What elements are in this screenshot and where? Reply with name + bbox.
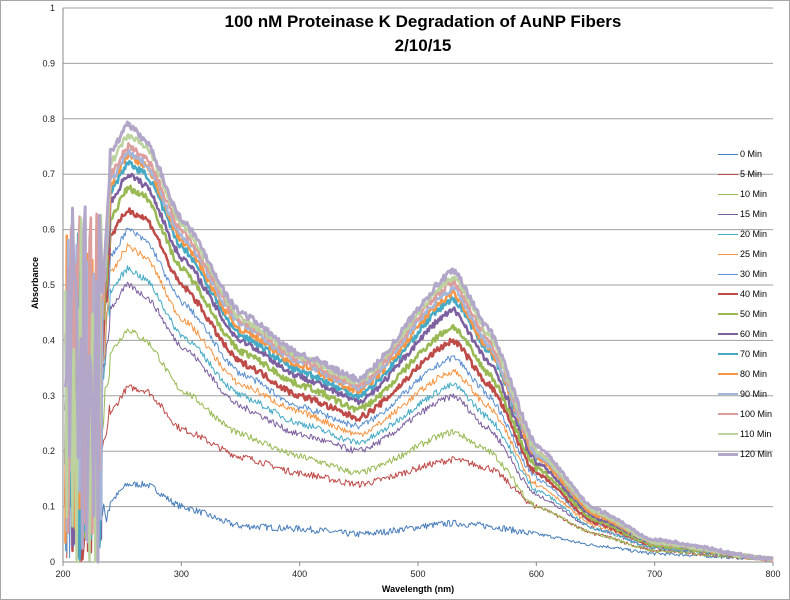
legend-item: 0 Min [718, 144, 772, 164]
y-tick-label: 0.2 [42, 446, 55, 456]
legend-label: 15 Min [740, 209, 768, 219]
legend-swatch [718, 173, 738, 175]
series-line-5-min [64, 353, 773, 563]
legend-swatch [718, 253, 738, 255]
x-tick-label: 400 [292, 569, 307, 579]
y-tick-label: 1 [50, 3, 55, 13]
series-line-120-min [63, 120, 774, 564]
y-tick-label: 0.3 [42, 391, 55, 401]
legend-item: 15 Min [718, 204, 772, 224]
legend-item: 20 Min [718, 224, 772, 244]
legend-swatch [718, 293, 738, 295]
legend-item: 90 Min [718, 384, 772, 404]
legend-swatch [718, 153, 738, 155]
x-tick-label: 300 [174, 569, 189, 579]
legend-label: 0 Min [740, 149, 763, 159]
legend-swatch [718, 353, 738, 355]
series-line-10-min [64, 328, 773, 563]
legend-item: 80 Min [718, 364, 772, 384]
y-tick-label: 0.1 [42, 502, 55, 512]
legend-item: 100 Min [718, 404, 772, 424]
y-axis-label: Absorbance [30, 257, 40, 310]
legend-label: 90 Min [740, 389, 768, 399]
legend-label: 60 Min [740, 329, 768, 339]
y-tick-label: 0.5 [42, 280, 55, 290]
chart-subtitle: 2/10/15 [394, 36, 452, 55]
legend-item: 40 Min [718, 284, 772, 304]
legend-swatch [718, 193, 738, 195]
y-tick-label: 0.6 [42, 225, 55, 235]
legend-swatch [718, 452, 738, 456]
x-tick-label: 500 [410, 569, 425, 579]
legend-item: 120 Min [718, 444, 772, 464]
legend-label: 100 Min [740, 409, 773, 419]
y-tick-label: 0.4 [42, 335, 55, 345]
legend-label: 40 Min [740, 289, 768, 299]
legend-swatch [718, 213, 738, 215]
legend-item: 50 Min [718, 304, 772, 324]
legend-label: 80 Min [740, 369, 768, 379]
legend-swatch [718, 273, 738, 275]
legend-swatch [718, 333, 738, 335]
series-line-30-min [64, 227, 774, 563]
legend-item: 60 Min [718, 324, 772, 344]
legend-label: 20 Min [740, 229, 768, 239]
x-tick-label: 600 [529, 569, 544, 579]
x-tick-label: 700 [647, 569, 662, 579]
legend-item: 110 Min [718, 424, 772, 444]
x-tick-label: 200 [55, 569, 70, 579]
chart-title: 100 nM Proteinase K Degradation of AuNP … [224, 12, 622, 31]
legend-label: 120 Min [740, 449, 773, 459]
legend-label: 50 Min [740, 309, 768, 319]
x-tick-label: 800 [765, 569, 780, 579]
legend-item: 70 Min [718, 344, 772, 364]
legend-label: 25 Min [740, 249, 768, 259]
y-tick-label: 0 [50, 557, 55, 567]
legend-swatch [718, 313, 738, 315]
legend-label: 70 Min [740, 349, 768, 359]
legend-swatch [718, 233, 738, 235]
y-tick-label: 0.9 [42, 58, 55, 68]
y-tick-label: 0.8 [42, 114, 55, 124]
legend-label: 5 Min [740, 169, 763, 179]
legend-item: 5 Min [718, 164, 772, 184]
series-line-25-min [64, 243, 773, 562]
legend-label: 10 Min [740, 189, 768, 199]
legend-swatch [718, 393, 738, 395]
x-axis-label: Wavelength (nm) [381, 584, 455, 594]
legend-swatch [718, 373, 738, 375]
legend-item: 30 Min [718, 264, 772, 284]
legend-swatch [718, 413, 738, 415]
legend-item: 25 Min [718, 244, 772, 264]
legend: 0 Min 5 Min 10 Min 15 Min 20 Min 25 Min 30 Min… [718, 144, 772, 464]
legend-label: 110 Min [740, 429, 772, 439]
legend-label: 30 Min [740, 269, 768, 279]
legend-item: 10 Min [718, 184, 772, 204]
series-line-50-min [64, 184, 774, 561]
series-line-40-min [64, 207, 774, 562]
legend-swatch [718, 433, 738, 435]
y-tick-label: 0.7 [42, 169, 55, 179]
